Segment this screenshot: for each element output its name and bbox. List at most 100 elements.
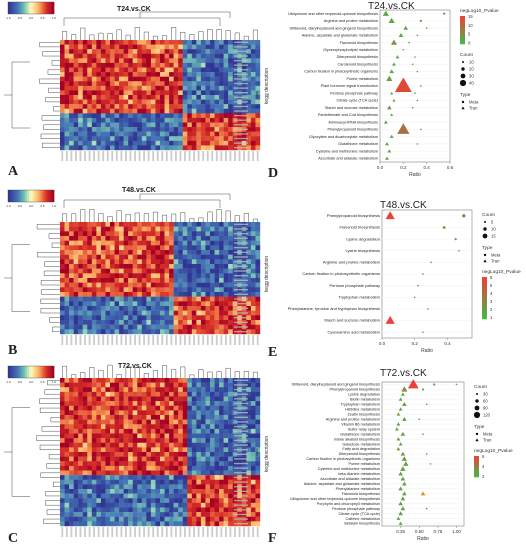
legend-tick: 0.0 — [29, 16, 34, 20]
column-label — [88, 335, 91, 345]
heatmap-cell — [73, 521, 79, 527]
heatmap-cell — [246, 140, 252, 146]
heatmap-cell — [128, 231, 133, 237]
heatmap-cell — [100, 378, 106, 383]
heatmap-cell — [141, 145, 147, 151]
heatmap-cell — [73, 136, 79, 142]
heatmap-cell — [210, 428, 215, 434]
heatmap-cell — [228, 512, 233, 517]
heatmap-cell — [110, 287, 115, 293]
heatmap-cell — [250, 382, 256, 388]
dendrogram-branch — [207, 211, 213, 222]
heatmap-cell — [132, 268, 138, 274]
heatmap-cell — [196, 461, 202, 467]
dendrogram-branch — [107, 364, 113, 378]
heatmap-cell — [228, 387, 233, 393]
heatmap-cell — [182, 387, 188, 393]
heatmap-cell — [182, 113, 188, 119]
heatmap-cell — [105, 489, 111, 494]
heatmap-cell — [205, 122, 211, 128]
heatmap-cell — [137, 67, 143, 73]
heatmap-cell — [250, 95, 256, 100]
heatmap-cell — [200, 108, 206, 114]
heatmap-cell — [96, 396, 102, 402]
row-label — [234, 64, 248, 66]
heatmap-cell — [200, 236, 206, 241]
data-point — [443, 12, 446, 15]
heatmap-cell — [255, 489, 261, 494]
heatmap-cell — [187, 405, 193, 411]
heatmap-cell — [155, 456, 161, 462]
column-label — [79, 527, 82, 537]
heatmap-cell — [200, 470, 206, 476]
heatmap-cell — [228, 301, 233, 307]
heatmap-cell — [132, 287, 138, 293]
heatmap-cell — [155, 95, 161, 100]
heatmap-cell — [255, 415, 261, 420]
column-dendrogram — [62, 11, 258, 40]
heatmap-cell — [123, 489, 129, 494]
heatmap-cell — [210, 40, 215, 45]
heatmap-cell — [250, 49, 256, 54]
type-swatch — [475, 438, 479, 442]
heatmap-cell — [228, 484, 233, 490]
heatmap-cell — [114, 479, 120, 485]
heatmap-cell — [255, 62, 261, 68]
heatmap-cell — [96, 424, 102, 430]
heatmap-cell — [141, 127, 147, 132]
heatmap-cell — [150, 405, 156, 411]
color-gradient-step — [482, 281, 487, 284]
heatmap-cell — [123, 415, 129, 420]
heatmap-cell — [210, 401, 215, 406]
heatmap-cell — [64, 58, 70, 64]
heatmap-cell — [96, 282, 102, 288]
heatmap-cell — [223, 95, 229, 100]
heatmap-cell — [173, 433, 179, 439]
heatmap-cell — [196, 315, 202, 321]
heatmap-cell — [182, 127, 188, 132]
heatmap-cell — [91, 456, 97, 462]
heatmap-cell — [78, 259, 83, 265]
heatmap-cell — [119, 387, 124, 393]
heatmap-cell — [191, 81, 197, 87]
dendrogram-branch — [48, 233, 60, 239]
category-labels: Stilbenoid, diarylheptanoid and gingerol… — [290, 383, 381, 526]
heatmap-cell — [100, 428, 106, 434]
heatmap-cell — [110, 419, 115, 425]
heatmap-cell — [187, 67, 193, 73]
heatmap-cell — [164, 433, 170, 439]
heatmap-cell — [64, 329, 70, 335]
data-point — [462, 214, 466, 218]
heatmap-cell — [78, 81, 83, 87]
heatmap-cell — [123, 99, 129, 105]
heatmap-cell — [182, 442, 188, 448]
heatmap-cell — [160, 145, 165, 151]
x-tick-label: 0.0 — [377, 165, 384, 170]
heatmap-cell — [141, 292, 147, 297]
dendrogram-branch — [225, 368, 231, 378]
heatmap-cell — [214, 320, 220, 325]
heatmap-cell — [228, 324, 233, 330]
x-tick-label: 0.25 — [396, 529, 405, 534]
data-point — [429, 463, 432, 465]
dendrogram-branch — [198, 369, 204, 378]
heatmap-cell — [137, 396, 143, 402]
heatmap-cell — [246, 273, 252, 279]
heatmap-cell — [123, 387, 129, 393]
heatmap-cell — [169, 240, 174, 246]
heatmap-cell — [141, 329, 147, 335]
heatmap-cell — [200, 456, 206, 462]
heatmap-cell — [64, 301, 70, 307]
heatmap-cell — [105, 378, 111, 383]
heatmap-cell — [150, 479, 156, 485]
column-label — [243, 335, 245, 345]
heatmap-cell — [250, 512, 256, 517]
heatmap-cell — [132, 259, 138, 265]
heatmap-cell — [255, 282, 261, 288]
heatmap-cell — [119, 287, 124, 293]
heatmap-cell — [250, 222, 256, 227]
heatmap-cell — [128, 507, 133, 513]
heatmap-cell — [105, 145, 111, 151]
heatmap-cell — [164, 226, 170, 232]
